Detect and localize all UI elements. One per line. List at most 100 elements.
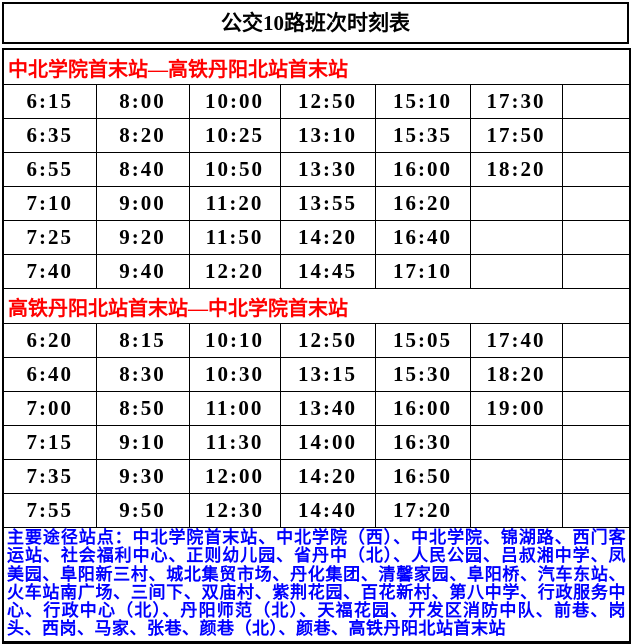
schedule-row: 7:10 9:00 11:20 13:55 16:20 bbox=[2, 186, 631, 221]
schedule-row: 7:00 8:50 11:00 13:40 16:00 19:00 bbox=[2, 391, 631, 426]
time-cell: 8:40 bbox=[95, 152, 190, 187]
time-cell: 6:40 bbox=[2, 357, 97, 392]
time-cell: 6:20 bbox=[2, 323, 97, 358]
schedule-row: 7:35 9:30 12:00 14:20 16:50 bbox=[2, 459, 631, 494]
section-header-row-return: 高铁丹阳北站首末站—中北学院首末站 bbox=[2, 288, 631, 324]
empty-cell bbox=[561, 254, 631, 289]
time-cell: 16:00 bbox=[374, 152, 471, 187]
schedule-row: 6:35 8:20 10:25 13:10 15:35 17:50 bbox=[2, 118, 631, 153]
empty-cell bbox=[469, 186, 563, 221]
time-cell: 9:00 bbox=[95, 186, 190, 221]
time-cell: 10:10 bbox=[188, 323, 281, 358]
time-cell: 6:55 bbox=[2, 152, 97, 187]
empty-cell bbox=[561, 459, 631, 494]
footer-row: 主要途径站点：中北学院首末站、中北学院（西）、中北学院、锦湖路、西门客运站、社会… bbox=[2, 527, 631, 643]
section-header-row-outbound: 中北学院首末站—高铁丹阳北站首末站 bbox=[2, 48, 631, 85]
empty-cell bbox=[561, 323, 631, 358]
time-cell: 17:30 bbox=[469, 84, 563, 119]
time-cell: 13:40 bbox=[279, 391, 376, 426]
route-direction-header-outbound: 中北学院首末站—高铁丹阳北站首末站 bbox=[2, 48, 631, 85]
time-cell: 8:15 bbox=[95, 323, 190, 358]
time-cell: 12:50 bbox=[279, 84, 376, 119]
time-cell: 15:10 bbox=[374, 84, 471, 119]
empty-cell bbox=[469, 254, 563, 289]
time-cell: 10:50 bbox=[188, 152, 281, 187]
empty-cell bbox=[561, 357, 631, 392]
time-cell: 9:10 bbox=[95, 425, 190, 460]
time-cell: 15:05 bbox=[374, 323, 471, 358]
time-cell: 8:20 bbox=[95, 118, 190, 153]
schedule-row: 7:40 9:40 12:20 14:45 17:10 bbox=[2, 254, 631, 289]
time-cell: 16:30 bbox=[374, 425, 471, 460]
time-cell: 10:30 bbox=[188, 357, 281, 392]
time-cell: 17:20 bbox=[374, 493, 471, 528]
time-cell: 16:40 bbox=[374, 220, 471, 255]
time-cell: 11:50 bbox=[188, 220, 281, 255]
time-cell: 14:20 bbox=[279, 459, 376, 494]
schedule-row: 6:15 8:00 10:00 12:50 15:10 17:30 bbox=[2, 84, 631, 119]
time-cell: 9:40 bbox=[95, 254, 190, 289]
time-cell: 9:50 bbox=[95, 493, 190, 528]
time-cell: 17:50 bbox=[469, 118, 563, 153]
empty-cell bbox=[561, 220, 631, 255]
time-cell: 14:00 bbox=[279, 425, 376, 460]
route-direction-header-return: 高铁丹阳北站首末站—中北学院首末站 bbox=[2, 288, 631, 324]
schedule-row: 7:25 9:20 11:50 14:20 16:40 bbox=[2, 220, 631, 255]
schedule-table: 中北学院首末站—高铁丹阳北站首末站 6:15 8:00 10:00 12:50 … bbox=[2, 48, 631, 644]
time-cell: 16:00 bbox=[374, 391, 471, 426]
time-cell: 16:20 bbox=[374, 186, 471, 221]
schedule-row: 7:15 9:10 11:30 14:00 16:30 bbox=[2, 425, 631, 460]
time-cell: 7:40 bbox=[2, 254, 97, 289]
schedule-row: 6:20 8:15 10:10 12:50 15:05 17:40 bbox=[2, 323, 631, 358]
time-cell: 15:30 bbox=[374, 357, 471, 392]
time-cell: 14:45 bbox=[279, 254, 376, 289]
time-cell: 17:40 bbox=[469, 323, 563, 358]
empty-cell bbox=[469, 425, 563, 460]
time-cell: 13:55 bbox=[279, 186, 376, 221]
time-cell: 16:50 bbox=[374, 459, 471, 494]
time-cell: 10:00 bbox=[188, 84, 281, 119]
time-cell: 7:25 bbox=[2, 220, 97, 255]
time-cell: 8:00 bbox=[95, 84, 190, 119]
time-cell: 10:25 bbox=[188, 118, 281, 153]
time-cell: 15:35 bbox=[374, 118, 471, 153]
time-cell: 7:00 bbox=[2, 391, 97, 426]
empty-cell bbox=[561, 493, 631, 528]
time-cell: 14:40 bbox=[279, 493, 376, 528]
page-title: 公交10路班次时刻表 bbox=[2, 2, 629, 44]
schedule-row: 6:40 8:30 10:30 13:15 15:30 18:20 bbox=[2, 357, 631, 392]
empty-cell bbox=[469, 459, 563, 494]
route-stops-text: 主要途径站点：中北学院首末站、中北学院（西）、中北学院、锦湖路、西门客运站、社会… bbox=[2, 527, 631, 643]
time-cell: 12:20 bbox=[188, 254, 281, 289]
time-cell: 7:35 bbox=[2, 459, 97, 494]
time-cell: 7:55 bbox=[2, 493, 97, 528]
time-cell: 11:30 bbox=[188, 425, 281, 460]
time-cell: 19:00 bbox=[469, 391, 563, 426]
time-cell: 9:30 bbox=[95, 459, 190, 494]
time-cell: 14:20 bbox=[279, 220, 376, 255]
time-cell: 18:20 bbox=[469, 152, 563, 187]
time-cell: 18:20 bbox=[469, 357, 563, 392]
empty-cell bbox=[469, 493, 563, 528]
time-cell: 13:15 bbox=[279, 357, 376, 392]
time-cell: 12:30 bbox=[188, 493, 281, 528]
time-cell: 17:10 bbox=[374, 254, 471, 289]
empty-cell bbox=[561, 118, 631, 153]
empty-cell bbox=[561, 186, 631, 221]
time-cell: 13:30 bbox=[279, 152, 376, 187]
empty-cell bbox=[561, 152, 631, 187]
time-cell: 11:20 bbox=[188, 186, 281, 221]
time-cell: 13:10 bbox=[279, 118, 376, 153]
time-cell: 9:20 bbox=[95, 220, 190, 255]
time-cell: 8:50 bbox=[95, 391, 190, 426]
time-cell: 8:30 bbox=[95, 357, 190, 392]
empty-cell bbox=[469, 220, 563, 255]
time-cell: 11:00 bbox=[188, 391, 281, 426]
empty-cell bbox=[561, 84, 631, 119]
time-cell: 12:50 bbox=[279, 323, 376, 358]
time-cell: 12:00 bbox=[188, 459, 281, 494]
time-cell: 6:35 bbox=[2, 118, 97, 153]
schedule-row: 6:55 8:40 10:50 13:30 16:00 18:20 bbox=[2, 152, 631, 187]
time-cell: 7:10 bbox=[2, 186, 97, 221]
